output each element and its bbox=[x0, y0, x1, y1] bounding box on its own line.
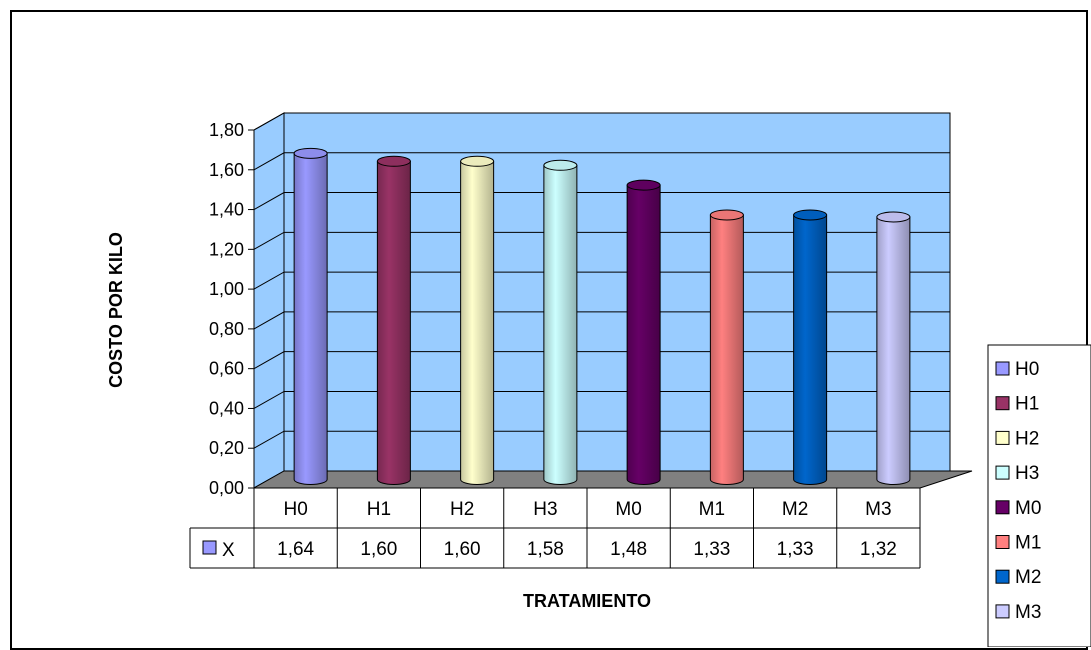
bar-M2 bbox=[793, 209, 828, 485]
x-tick-label: H3 bbox=[533, 499, 557, 520]
bar-top-H3 bbox=[543, 159, 578, 171]
legend-entry-H0: H0 bbox=[1015, 359, 1039, 380]
y-axis-ticks: 0,00 0,20 0,40 0,60 0,80 1,00 1,20 1,40 1,60 1,80 bbox=[209, 120, 255, 498]
bar-top-M3 bbox=[876, 211, 911, 223]
bar-body-M0 bbox=[626, 184, 661, 485]
bars bbox=[293, 147, 911, 485]
bar-body-M3 bbox=[876, 216, 911, 485]
gridline bbox=[253, 112, 950, 131]
bar-top-M0 bbox=[626, 179, 661, 191]
legend-entry-H1: H1 bbox=[1015, 394, 1039, 415]
legend-swatch-H2 bbox=[995, 430, 1010, 445]
legend-swatch-M3 bbox=[995, 604, 1010, 619]
bar-body-M1 bbox=[709, 214, 744, 485]
series-label: X bbox=[222, 540, 235, 561]
data-label: 1,33 bbox=[777, 539, 814, 560]
legend-entry-H3: H3 bbox=[1015, 463, 1039, 484]
legend-entry-H2: H2 bbox=[1015, 428, 1039, 449]
plot-walls bbox=[252, 112, 973, 489]
bar-M0 bbox=[626, 179, 661, 485]
y-axis-title: COSTO POR KILO bbox=[106, 232, 126, 388]
y-tick-label: 1,40 bbox=[209, 200, 244, 220]
legend-swatch-H3 bbox=[995, 465, 1010, 480]
x-tick-label: H1 bbox=[367, 499, 391, 520]
legend-entry-M3: M3 bbox=[1015, 602, 1041, 623]
bar-H2 bbox=[460, 155, 495, 485]
bar-top-M1 bbox=[709, 209, 744, 221]
legend-entry-M1: M1 bbox=[1015, 533, 1041, 554]
data-label: 1,60 bbox=[444, 539, 481, 560]
y-tick-label: 0,20 bbox=[209, 438, 244, 458]
x-tick-label: H2 bbox=[450, 499, 474, 520]
legend-swatch-M2 bbox=[995, 569, 1010, 584]
data-label: 1,58 bbox=[527, 539, 564, 560]
y-tick-label: 0,80 bbox=[209, 319, 244, 339]
bar-body-H1 bbox=[376, 160, 411, 485]
side-wall bbox=[253, 112, 285, 489]
y-tick-label: 0,60 bbox=[209, 359, 244, 379]
y-tick-label: 1,20 bbox=[209, 239, 244, 259]
bar-body-H0 bbox=[293, 152, 328, 485]
bar-top-H0 bbox=[293, 147, 328, 159]
legend-swatch-M1 bbox=[995, 535, 1010, 549]
legend-swatch-H1 bbox=[995, 396, 1010, 411]
y-tick-label: 0,00 bbox=[209, 478, 244, 498]
x-tick-label: M0 bbox=[615, 499, 641, 520]
bar-H0 bbox=[293, 147, 328, 485]
data-label: 1,64 bbox=[277, 539, 314, 560]
x-tick-label: M3 bbox=[865, 499, 891, 520]
legend-box bbox=[987, 344, 1091, 647]
legend: H0 H1 H2 H3 M0 M1 M2 M3 bbox=[987, 344, 1091, 647]
legend-entry-M2: M2 bbox=[1015, 567, 1041, 588]
gridline bbox=[253, 152, 950, 171]
series-key bbox=[202, 540, 217, 555]
x-tick-label: H0 bbox=[283, 499, 307, 520]
x-tick-label: M1 bbox=[699, 499, 725, 520]
bar-M1 bbox=[709, 209, 744, 485]
bar-M3 bbox=[876, 211, 911, 485]
bar-top-H2 bbox=[460, 155, 495, 167]
y-tick-label: 1,60 bbox=[209, 160, 244, 180]
y-tick-label: 1,80 bbox=[209, 120, 244, 140]
gridline bbox=[253, 192, 950, 210]
data-label: 1,33 bbox=[693, 539, 730, 560]
bar-top-H1 bbox=[376, 155, 411, 167]
bar-body-H3 bbox=[543, 164, 578, 485]
floor bbox=[252, 470, 973, 489]
data-label: 1,32 bbox=[860, 539, 897, 560]
x-tick-label: M2 bbox=[782, 499, 808, 520]
data-table: H0 1,64 H1 1,60 H2 1,60 H3 1,58 M0 1,48 M1 1,33 M2 1,… bbox=[189, 487, 921, 569]
bar-top-M2 bbox=[793, 209, 828, 221]
x-axis-title: TRATAMIENTO bbox=[523, 591, 651, 611]
bar-H1 bbox=[376, 155, 411, 485]
data-label: 1,48 bbox=[610, 539, 647, 560]
y-tick-label: 0,40 bbox=[209, 398, 244, 418]
legend-swatch-H0 bbox=[995, 361, 1010, 376]
data-label: 1,60 bbox=[360, 539, 397, 560]
legend-swatch-M0 bbox=[995, 500, 1010, 515]
bar-H3 bbox=[543, 159, 578, 485]
bar-body-M2 bbox=[793, 214, 828, 485]
y-tick-label: 1,00 bbox=[209, 279, 244, 299]
legend-entry-M0: M0 bbox=[1015, 498, 1041, 519]
bar-body-H2 bbox=[460, 160, 495, 485]
